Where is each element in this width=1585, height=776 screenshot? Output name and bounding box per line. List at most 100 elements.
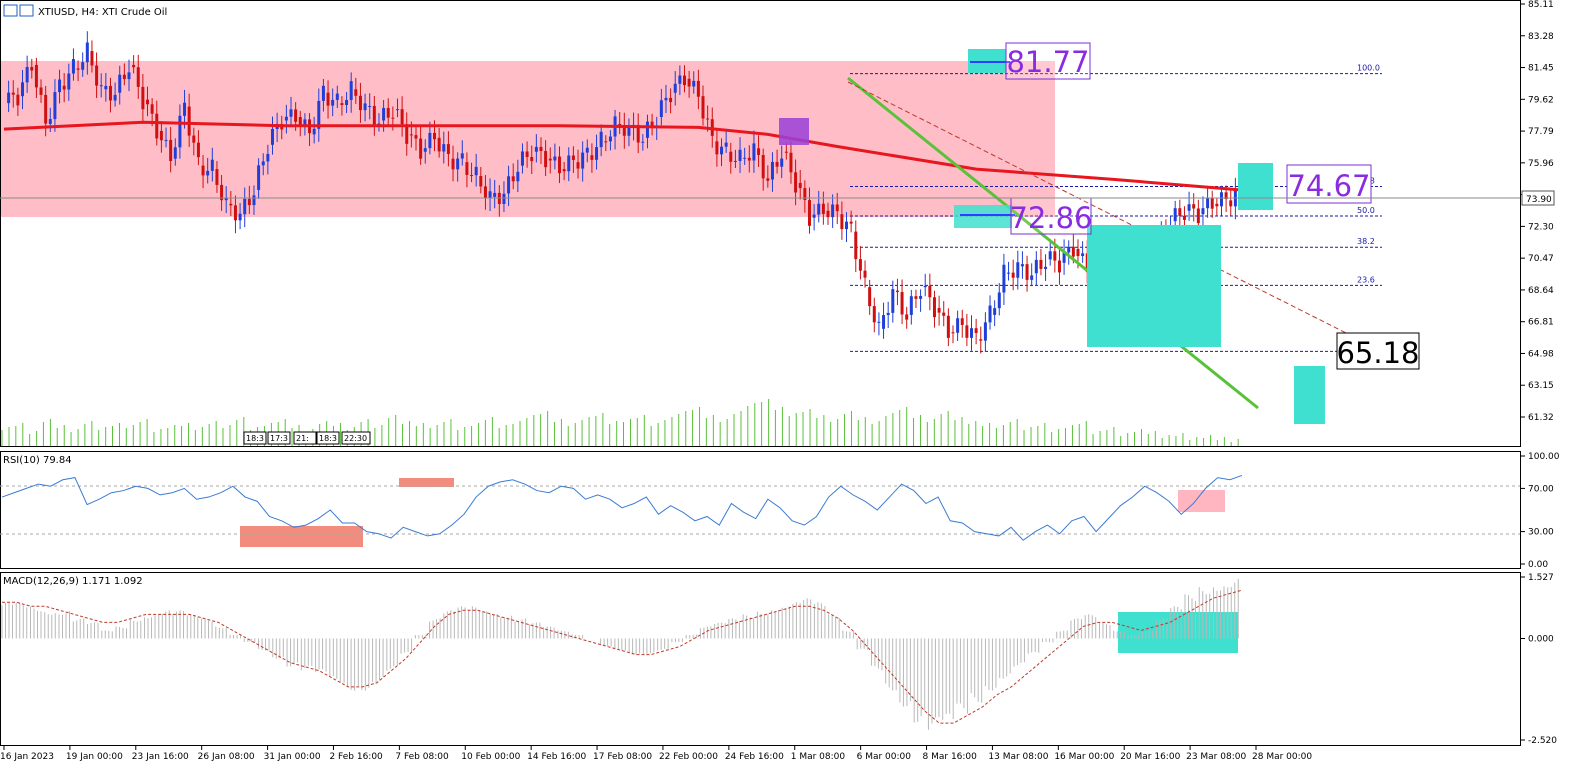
highlight-box-break (954, 205, 1012, 228)
candle-body (284, 116, 288, 121)
candle-body (1076, 248, 1080, 257)
time-tick-label: 22 Feb 00:00 (659, 752, 718, 762)
candle-body (673, 83, 677, 93)
candle-body (196, 142, 200, 158)
candlesticks (7, 31, 1242, 354)
candle-body (738, 149, 742, 161)
price-tick-label: 61.32 (1528, 413, 1554, 423)
candle-body (794, 172, 798, 193)
green-trend-line (847, 76, 1259, 410)
time-tick-label: 20 Mar 16:00 (1120, 752, 1180, 762)
time-tick-label: 17 Feb 08:00 (593, 752, 652, 762)
callout-72-86: 72.86 (1009, 197, 1093, 235)
candle-body (733, 160, 737, 162)
candle-body (104, 85, 108, 90)
candle-body (76, 68, 80, 70)
candle-body (636, 124, 640, 143)
fib-level-label: 100.0 (1357, 64, 1380, 73)
macd-tick-label: -2.520 (1528, 736, 1557, 746)
candle-body (62, 85, 66, 90)
candle-body (456, 158, 460, 170)
candle-body (136, 67, 140, 87)
candle-body (715, 141, 719, 155)
candle-body (845, 221, 849, 230)
rsi-panel-frame (0, 451, 1521, 569)
candle-body (270, 128, 274, 145)
candle-body (525, 151, 529, 158)
candle-body (567, 155, 571, 172)
candle-body (340, 103, 344, 105)
candle-body (914, 296, 918, 299)
candle-body (358, 95, 362, 111)
candle-body (141, 86, 145, 110)
candle-body (446, 144, 450, 154)
highlight-box-current (1238, 163, 1273, 210)
time-tick-label: 8 Mar 16:00 (923, 752, 978, 762)
candle-body (1182, 215, 1186, 220)
resistance-zone (1, 61, 1055, 217)
candle-body (1071, 246, 1075, 257)
candle-body (923, 285, 927, 288)
candle-body (502, 193, 506, 204)
current-price-tag: 73.90 (1521, 190, 1555, 206)
tooltip-tag-label: 18:3 (246, 434, 264, 443)
candle-body (368, 105, 372, 107)
candle-body (520, 151, 524, 166)
highlight-box-target (1294, 366, 1325, 424)
candle-body (21, 82, 25, 97)
candle-body (442, 144, 446, 152)
volume-bars (1, 399, 1239, 446)
candle-body (951, 332, 955, 334)
candle-body (863, 270, 867, 278)
candle-body (90, 51, 94, 66)
candle-body (173, 147, 177, 159)
candle-body (437, 137, 441, 152)
candle-body (215, 169, 219, 185)
candle-body (641, 141, 645, 143)
candle-body (919, 295, 923, 299)
candle-body (872, 306, 876, 323)
time-tick-label: 14 Feb 16:00 (527, 752, 586, 762)
candle-body (108, 85, 112, 101)
tooltip-tags: 18:3 17:3 21: 18:3 22:30 (243, 431, 371, 445)
candle-body (669, 97, 673, 103)
candle-body (30, 66, 34, 71)
candle-body (257, 165, 261, 190)
candle-body (576, 162, 580, 169)
callout-81-77: 81.77 (1005, 42, 1091, 80)
candle-body (1053, 251, 1057, 261)
candle-body (891, 289, 895, 313)
candle-body (488, 191, 492, 199)
candle-body (724, 142, 728, 147)
candle-body (937, 307, 941, 313)
candle-body (882, 315, 886, 329)
price-tick-label: 64.98 (1528, 349, 1554, 359)
candle-body (345, 99, 349, 105)
macd-histogram (1, 578, 1239, 730)
candle-body (1081, 253, 1085, 257)
candle-body (544, 150, 548, 168)
candle-body (354, 89, 358, 96)
candle-body (942, 312, 946, 316)
fib-level-label: 38.2 (1357, 237, 1375, 246)
price-tick-label: 63.15 (1528, 381, 1554, 391)
candle-body (516, 171, 520, 182)
time-tick-label: 16 Mar 00:00 (1054, 752, 1114, 762)
fib-level-label: 23.6 (1357, 275, 1375, 284)
callout-74-67: 74.67 (1286, 164, 1372, 204)
candle-body (382, 107, 386, 121)
candle-body (1002, 264, 1006, 293)
candle-body (595, 147, 599, 160)
tooltip-tag-label: 18:3 (319, 434, 337, 443)
candle-body (34, 64, 38, 88)
candle-body (377, 123, 381, 125)
candle-body (1173, 208, 1177, 222)
candle-body (645, 121, 649, 138)
macd-panel-frame (0, 572, 1521, 746)
tooltip-tag-box (267, 431, 291, 445)
candle-body (303, 119, 307, 127)
candle-body (400, 109, 404, 125)
time-tick-label: 19 Jan 00:00 (66, 752, 123, 762)
candle-body (956, 318, 960, 333)
